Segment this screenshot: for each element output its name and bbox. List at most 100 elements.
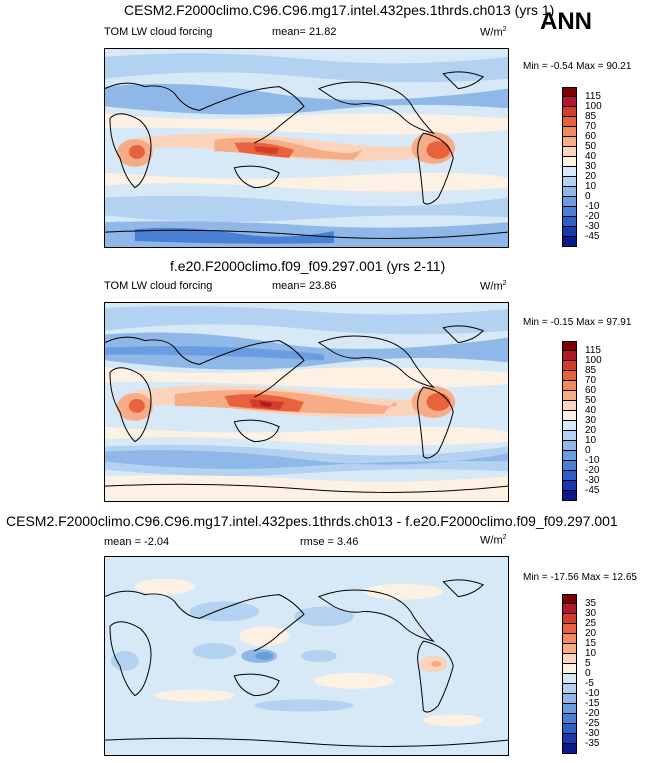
- colorbar-tick-label: 0: [585, 445, 591, 456]
- colorbar-tick-label: 40: [585, 151, 597, 162]
- colorbar-tick-label: 5: [585, 658, 591, 669]
- colorbar-tick-label: -30: [585, 475, 600, 486]
- panel1-title: CESM2.F2000climo.C96.C96.mg17.intel.432p…: [124, 2, 555, 18]
- colorbar-swatch: [562, 361, 577, 371]
- colorbar-tick-label: 50: [585, 141, 597, 152]
- colorbar-tick-label: 35: [585, 598, 597, 609]
- colorbar-tick-label: -10: [585, 455, 600, 466]
- colorbar-swatch: [562, 634, 577, 644]
- panel3-rmse: rmse = 3.46: [300, 536, 359, 548]
- colorbar-tick-label: -20: [585, 211, 600, 222]
- colorbar-tick-label: -30: [585, 728, 600, 739]
- colorbar-tick-label: 0: [585, 668, 591, 679]
- colorbar-swatch: [562, 187, 577, 197]
- colorbar-tick-label: 70: [585, 375, 597, 386]
- colorbar-tick-label: 30: [585, 608, 597, 619]
- colorbar-swatch: [562, 351, 577, 361]
- colorbar-swatch: [562, 107, 577, 117]
- colorbar-tick-label: -15: [585, 698, 600, 709]
- colorbar-swatch: [562, 237, 577, 247]
- colorbar-swatch: [562, 471, 577, 481]
- colorbar-tick-label: 10: [585, 648, 597, 659]
- panel2-mean: mean= 23.86: [272, 280, 337, 292]
- colorbar-swatch: [562, 674, 577, 684]
- colorbar-swatch: [562, 127, 577, 137]
- panel2-colorbar: [562, 341, 577, 501]
- panel3-mean: mean = -2.04: [104, 536, 170, 548]
- panel3-title: CESM2.F2000climo.C96.C96.mg17.intel.432p…: [6, 513, 618, 529]
- colorbar-swatch: [562, 624, 577, 634]
- colorbar-tick-label: -35: [585, 738, 600, 749]
- colorbar-tick-label: 50: [585, 395, 597, 406]
- panel1-map: [104, 48, 509, 248]
- colorbar-tick-label: -10: [585, 688, 600, 699]
- colorbar-swatch: [562, 227, 577, 237]
- colorbar-swatch: [562, 704, 577, 714]
- panel1-map-svg: [105, 49, 508, 247]
- colorbar-tick-label: -20: [585, 708, 600, 719]
- colorbar-tick-label: 100: [585, 101, 602, 112]
- colorbar-tick-label: 20: [585, 628, 597, 639]
- colorbar-tick-label: -20: [585, 465, 600, 476]
- colorbar-tick-label: -30: [585, 221, 600, 232]
- colorbar-swatch: [562, 614, 577, 624]
- panel2-map-svg: [105, 303, 508, 501]
- colorbar-tick-label: 60: [585, 131, 597, 142]
- colorbar-tick-label: 40: [585, 405, 597, 416]
- colorbar-swatch: [562, 197, 577, 207]
- panel2-title: f.e20.F2000climo.f09_f09.297.001 (yrs 2-…: [170, 258, 446, 274]
- colorbar-tick-label: -45: [585, 485, 600, 496]
- panel2-units: W/m2: [480, 280, 507, 293]
- colorbar-swatch: [562, 391, 577, 401]
- colorbar-swatch: [562, 381, 577, 391]
- colorbar-swatch: [562, 491, 577, 501]
- panel3-colorbar: [562, 594, 577, 754]
- panel1-units: W/m2: [480, 26, 507, 39]
- colorbar-swatch: [562, 411, 577, 421]
- colorbar-swatch: [562, 97, 577, 107]
- season-label: ANN: [540, 8, 592, 35]
- colorbar-swatch: [562, 714, 577, 724]
- colorbar-swatch: [562, 451, 577, 461]
- colorbar-swatch: [562, 401, 577, 411]
- colorbar-swatch: [562, 207, 577, 217]
- colorbar-swatch: [562, 137, 577, 147]
- colorbar-tick-label: 85: [585, 111, 597, 122]
- colorbar-tick-label: 0: [585, 191, 591, 202]
- colorbar-swatch: [562, 167, 577, 177]
- colorbar-tick-label: 20: [585, 171, 597, 182]
- panel2-minmax: Min = -0.15 Max = 97.91: [523, 317, 632, 328]
- colorbar-swatch: [562, 694, 577, 704]
- colorbar-tick-label: -5: [585, 678, 594, 689]
- colorbar-tick-label: 70: [585, 121, 597, 132]
- colorbar-tick-label: 25: [585, 618, 597, 629]
- colorbar-tick-label: 115: [585, 345, 601, 356]
- colorbar-tick-label: 10: [585, 435, 597, 446]
- panel1-minmax: Min = -0.54 Max = 90.21: [523, 61, 632, 72]
- colorbar-swatch: [562, 371, 577, 381]
- panel2-variable: TOM LW cloud forcing: [104, 280, 213, 292]
- colorbar-swatch: [562, 724, 577, 734]
- colorbar-tick-label: 115: [585, 91, 601, 102]
- colorbar-tick-label: 20: [585, 425, 597, 436]
- colorbar-swatch: [562, 744, 577, 754]
- colorbar-tick-label: 100: [585, 355, 602, 366]
- panel3-map-svg: [105, 557, 508, 755]
- colorbar-swatch: [562, 87, 577, 97]
- colorbar-swatch: [562, 684, 577, 694]
- colorbar-swatch: [562, 604, 577, 614]
- colorbar-swatch: [562, 341, 577, 351]
- colorbar-swatch: [562, 421, 577, 431]
- colorbar-swatch: [562, 217, 577, 227]
- colorbar-swatch: [562, 157, 577, 167]
- colorbar-tick-label: 85: [585, 365, 597, 376]
- colorbar-swatch: [562, 461, 577, 471]
- panel1-mean: mean= 21.82: [272, 26, 337, 38]
- colorbar-swatch: [562, 441, 577, 451]
- colorbar-tick-label: -10: [585, 201, 600, 212]
- colorbar-tick-label: -25: [585, 718, 600, 729]
- colorbar-tick-label: 60: [585, 385, 597, 396]
- colorbar-swatch: [562, 664, 577, 674]
- colorbar-swatch: [562, 431, 577, 441]
- colorbar-swatch: [562, 654, 577, 664]
